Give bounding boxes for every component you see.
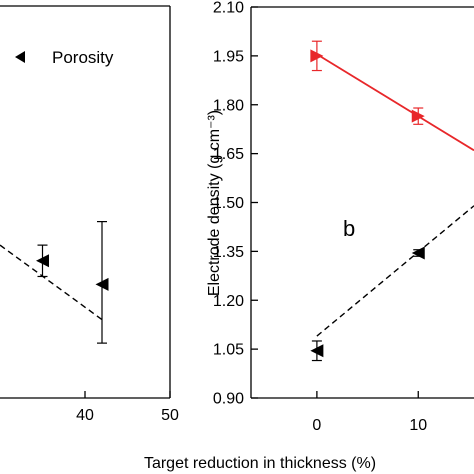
right-data-point bbox=[411, 246, 425, 260]
right-x-ticks: 0 10 bbox=[312, 391, 427, 434]
legend-marker-porosity bbox=[15, 51, 25, 63]
right-fit-line bbox=[316, 205, 474, 337]
right-y-tick-label: 0.90 bbox=[213, 391, 244, 408]
y-axis-title: Electrode density (g cm⁻³) bbox=[206, 110, 223, 296]
right-y-ticks: 0.90 1.05 1.20 1.35 1.50 1.65 1.80 1.95 2.10 bbox=[213, 0, 258, 408]
left-data-point bbox=[95, 277, 109, 291]
right-chart-panel: 0.90 1.05 1.20 1.35 1.50 1.65 1.80 1.95 2.10 0 10… bbox=[206, 0, 474, 434]
left-x-tick-label: 50 bbox=[161, 407, 179, 424]
legend: Porosity bbox=[15, 48, 114, 67]
right-fit-line bbox=[316, 53, 474, 152]
x-axis-title: Target reduction in thickness (%) bbox=[144, 455, 376, 472]
right-y-tick-label: 1.20 bbox=[213, 293, 244, 310]
right-fit-lines bbox=[316, 53, 474, 337]
left-x-tick-label: 40 bbox=[76, 407, 94, 424]
left-data-points bbox=[36, 221, 109, 344]
right-data-points bbox=[310, 40, 425, 362]
left-chart-panel: 40 50 Porosity bbox=[0, 5, 179, 424]
right-y-tick-label: 1.05 bbox=[213, 342, 244, 359]
right-y-tick-label: 1.35 bbox=[213, 244, 244, 261]
right-y-tick-label: 1.65 bbox=[213, 146, 244, 163]
right-y-tick-label: 2.10 bbox=[213, 0, 244, 17]
left-fit-line bbox=[0, 244, 103, 321]
right-x-tick-label: 0 bbox=[312, 417, 321, 434]
right-data-point bbox=[411, 109, 425, 123]
panel-label-b: b bbox=[343, 216, 355, 241]
left-fit-lines bbox=[0, 244, 103, 321]
right-data-point bbox=[310, 344, 324, 358]
right-y-tick-label: 1.95 bbox=[213, 48, 244, 65]
left-data-point bbox=[36, 254, 49, 268]
right-y-tick-label: 1.50 bbox=[213, 195, 244, 212]
left-x-ticks: 40 50 bbox=[76, 391, 179, 424]
right-x-tick-label: 10 bbox=[409, 417, 427, 434]
right-data-point bbox=[310, 49, 324, 63]
right-y-tick-label: 1.80 bbox=[213, 97, 244, 114]
legend-label-porosity: Porosity bbox=[52, 48, 114, 67]
